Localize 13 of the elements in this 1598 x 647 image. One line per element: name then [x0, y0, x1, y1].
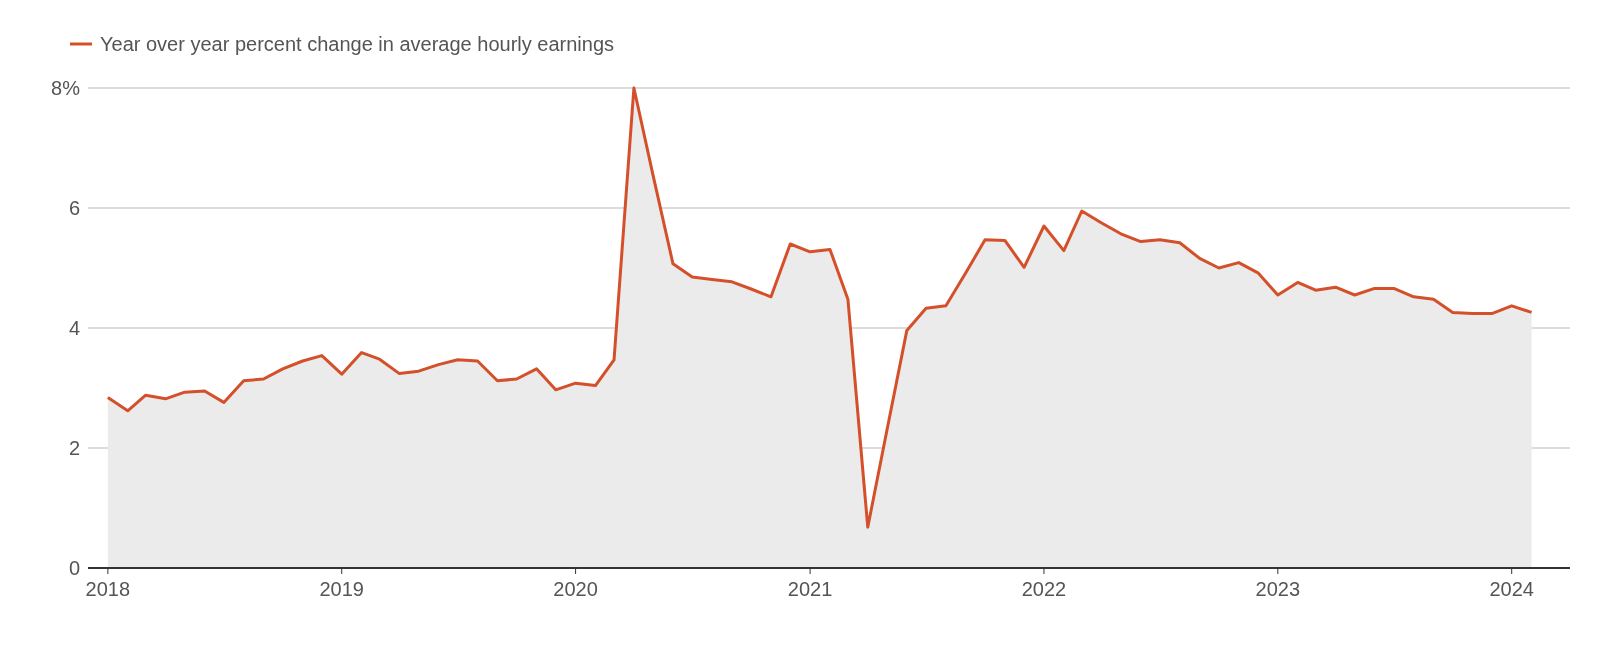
x-tick-label: 2019	[319, 578, 364, 600]
x-tick-label: 2020	[553, 578, 598, 600]
legend-label: Year over year percent change in average hourly earnings	[100, 33, 615, 55]
y-tick-label: 2	[68, 437, 80, 459]
y-tick-label: 8%	[51, 77, 81, 99]
y-tick-label: 0	[68, 557, 80, 579]
x-tick-label: 2024	[1489, 578, 1534, 600]
x-tick-label: 2021	[787, 578, 833, 600]
x-tick-label: 2023	[1255, 578, 1301, 600]
x-tick-label: 2018	[85, 578, 131, 600]
y-tick-label: 4	[68, 317, 80, 339]
y-tick-label: 6	[68, 197, 80, 219]
x-tick-label: 2022	[1021, 578, 1067, 600]
